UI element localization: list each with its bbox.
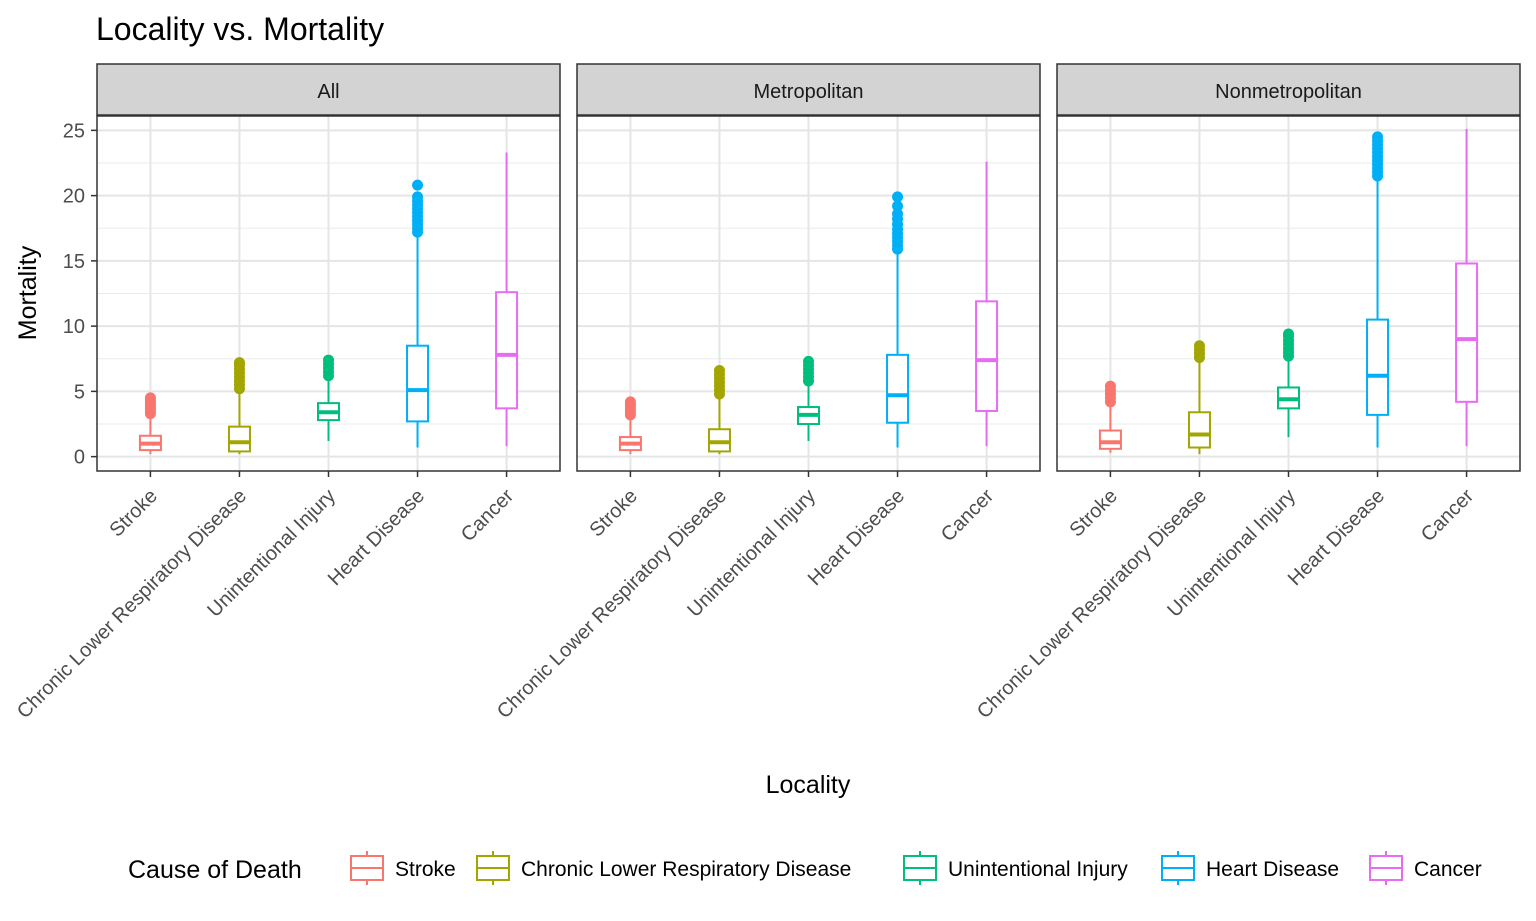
legend-item-cancer: Cancer [1369,851,1482,885]
box [886,353,910,424]
boxplot-unintentional-injury [317,354,340,441]
y-axis-title: Mortality [14,245,42,340]
x-tick-label: Cancer [937,485,998,546]
boxplot-chronic-lower-respiratory-disease [227,357,251,455]
boxplot-cancer [1455,129,1479,447]
outlier-point [1193,340,1205,352]
box [1455,262,1479,403]
y-tick-label: 25 [63,120,85,142]
box [1187,411,1211,449]
boxplot-heart-disease [406,179,430,448]
y-tick-label: 15 [63,251,85,273]
outlier-point [892,208,904,220]
y-tick-label: 0 [74,447,85,469]
x-tick-label: Stroke [586,485,642,541]
x-tick-label: Cancer [1417,485,1478,546]
boxplot-stroke [618,396,642,455]
facet-strip-label: Metropolitan [753,81,863,103]
boxplot-unintentional-injury [1277,328,1300,438]
box [227,425,251,453]
x-tick-label: Stroke [1066,485,1122,541]
outlier-point [1104,380,1116,392]
facet-strip-label: All [317,81,339,103]
box [1366,318,1390,416]
x-tick-label: Cancer [457,485,518,546]
outlier-point [412,191,424,203]
y-tick-label: 20 [63,186,85,208]
legend-item-label: Chronic Lower Respiratory Disease [521,858,851,881]
boxplot-heart-disease [886,191,910,448]
facet-strip [96,63,561,116]
facet-strip-label: Nonmetropolitan [1215,81,1362,103]
boxplot-cancer [975,161,999,447]
legend-item-label: Unintentional Injury [948,858,1128,881]
legend-item-heart-disease: Heart Disease [1161,851,1339,885]
outlier-point [144,392,156,404]
outlier-point [1372,131,1384,143]
chart-title: Locality vs. Mortality [96,11,384,47]
facet-strip [1056,63,1521,116]
boxplot-stroke [138,392,162,455]
legend-item-unintentional-injury: Unintentional Injury [903,851,1128,885]
box [975,300,999,412]
outlier-point [412,179,424,191]
outlier-point [323,354,334,366]
outlier-point [713,365,725,377]
boxplot-chronic-lower-respiratory-disease [707,365,731,455]
boxplot-heart-disease [1366,131,1390,448]
outlier-point [803,355,814,367]
boxplot-cancer [495,152,519,447]
outlier-point [892,200,904,212]
outlier-point [892,191,904,203]
boxplot-unintentional-injury [797,355,820,441]
legend-item-label: Stroke [395,858,456,881]
x-axis-title: Locality [766,771,851,799]
legend: Cause of Death Stroke Chronic Lower Respi… [128,851,1482,885]
legend-item-label: Cancer [1414,858,1482,881]
outlier-point [1283,328,1294,340]
outlier-point [624,396,636,408]
box [1098,429,1122,450]
boxplot-stroke [1098,380,1122,453]
box [406,344,430,423]
legend-item-chronic-lower-respiratory-disease: Chronic Lower Respiratory Disease [476,851,851,885]
y-tick-label: 5 [74,381,85,403]
boxplot-chronic-lower-respiratory-disease [1187,340,1211,455]
outlier-point [233,357,245,369]
legend-item-label: Heart Disease [1206,858,1339,881]
legend-item-stroke: Stroke [350,851,456,885]
box [495,291,519,410]
facet-strip [576,63,1041,116]
y-tick-label: 10 [63,316,85,338]
x-tick-label: Stroke [106,485,162,541]
legend-title: Cause of Death [128,856,302,884]
y-axis: 0 5 10 15 20 25 [63,120,97,469]
